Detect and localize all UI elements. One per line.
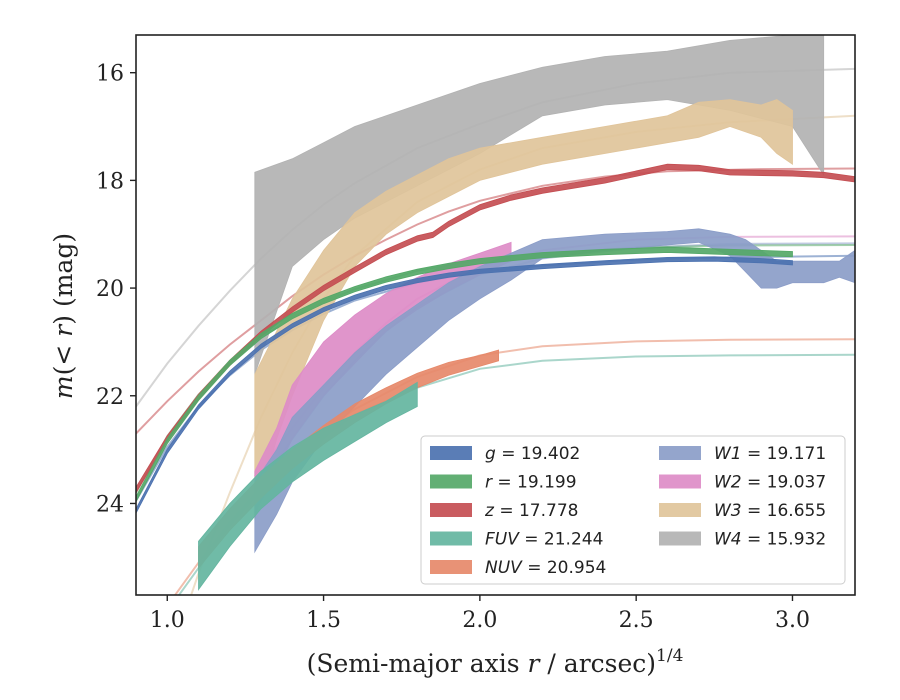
legend-label-w3: W3 = 16.655 [714,501,826,521]
profile-band-w3 [254,99,793,520]
legend-swatch-w3 [659,503,701,517]
profile-band-r [136,246,793,502]
x-tick-label: 2.0 [462,608,497,633]
legend-label-g: g = 19.402 [485,444,580,464]
legend: g = 19.402 r = 19.199 z = 17.778 FUV = 21.2… [420,435,846,585]
y-tick-label: 20 [96,277,124,302]
x-tick-label: 3.0 [775,608,810,633]
legend-label-w2: W2 = 19.037 [714,473,826,493]
legend-swatch-z [430,503,472,517]
legend-swatch-r [430,474,472,489]
legend-swatch-fuv [430,531,472,546]
legend-swatch-w2 [659,474,701,489]
legend-label-nuv: NUV = 20.954 [485,558,606,578]
x-tick-label: 2.5 [619,608,654,633]
legend-swatch-w4 [659,531,701,546]
y-axis-label: m(< r) (mag) [49,233,78,399]
profile-band-fuv [198,381,418,591]
plot-frame [135,34,856,596]
model-curve-z [136,167,855,435]
profile-band-w4 [254,35,825,375]
legend-label-r: r = 19.199 [485,473,577,493]
y-tick-label: 22 [96,385,124,410]
x-axis-label: (Semi-major axis r / arcsec)1/4 [307,646,684,678]
series-layer [136,35,855,595]
x-tick-label: 1.0 [150,608,185,633]
legend-items: g = 19.402 r = 19.199 z = 17.778 FUV = 21.2… [430,444,826,578]
y-tick-label: 16 [96,62,124,87]
x-tick-label: 1.5 [306,608,341,633]
y-tick-label: 24 [96,492,124,517]
legend-label-z: z = 17.778 [484,501,578,521]
ticks-layer: 1.0 1.5 2.0 2.5 3.0 16 18 20 22 24 [96,62,810,633]
y-tick-label: 18 [96,169,124,194]
legend-swatch-nuv [430,560,472,574]
profile-band-z [136,163,855,494]
legend-label-w1: W1 = 19.171 [714,444,826,464]
legend-label-w4: W4 = 15.932 [714,530,826,550]
legend-label-fuv: FUV = 21.244 [485,530,603,550]
legend-swatch-g [430,446,472,460]
profile-band-g [136,256,793,514]
legend-swatch-w1 [659,446,701,460]
legend-box [420,435,846,585]
